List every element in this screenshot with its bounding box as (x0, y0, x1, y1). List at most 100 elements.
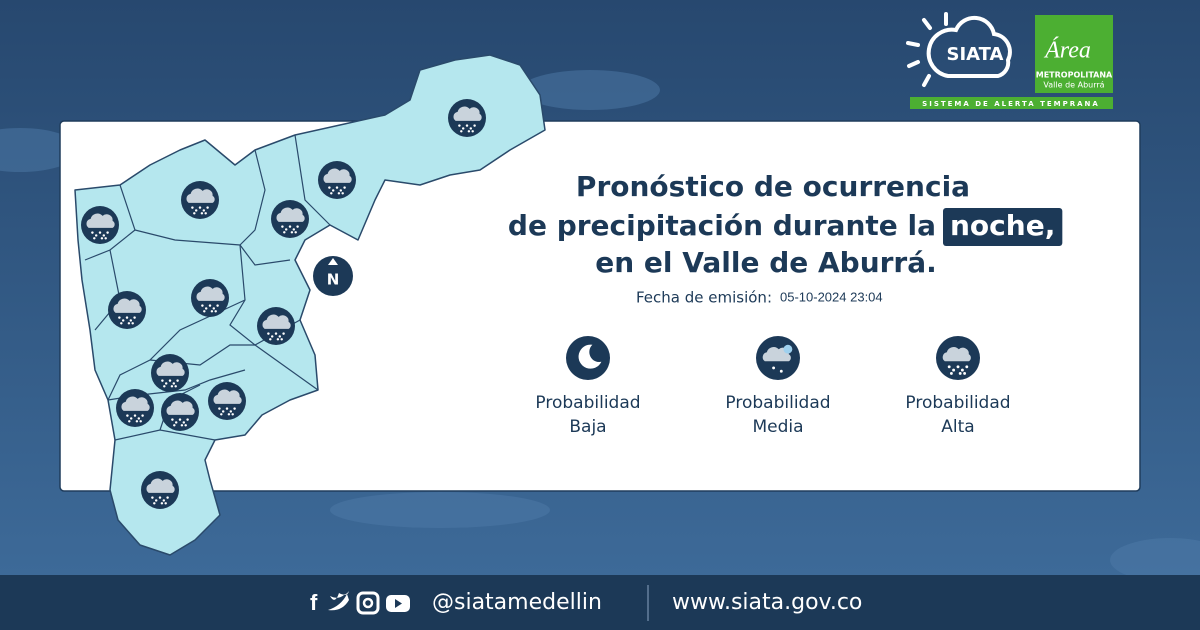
drop (471, 130, 474, 133)
drop (131, 322, 134, 325)
drop (121, 319, 125, 322)
title-highlight: noche, (950, 209, 1055, 242)
drop (343, 186, 346, 189)
drop (267, 332, 270, 335)
cloud (146, 478, 175, 493)
area-logo: Área (1043, 38, 1091, 64)
drop (292, 228, 296, 231)
drop (461, 127, 465, 130)
logo: SIATA Área METROPOLITANA Valle de Aburrá… (906, 12, 1113, 109)
drop (210, 310, 214, 313)
drop (330, 192, 333, 195)
legend: Probabilidad Baja Probabilidad Media Probabi… (535, 336, 1011, 437)
highlight-box (943, 208, 1063, 246)
drop (125, 316, 129, 319)
drop (164, 502, 167, 505)
cloud (156, 361, 185, 376)
drop (460, 130, 463, 133)
drop (335, 186, 339, 189)
drop (960, 368, 964, 372)
drop (201, 304, 204, 307)
drop (284, 228, 288, 231)
legend-label: Baja (569, 417, 606, 437)
cloud (453, 106, 482, 121)
drop (965, 365, 969, 369)
drop (168, 379, 172, 382)
cloud (213, 389, 242, 404)
drop (129, 417, 133, 420)
drop (208, 304, 212, 307)
legend-label: Media (752, 417, 803, 437)
drop (337, 192, 341, 195)
drop (172, 382, 176, 385)
cloud (166, 400, 195, 415)
drop (200, 212, 204, 215)
drop (127, 322, 131, 325)
drop (174, 385, 177, 388)
drop (118, 316, 121, 319)
moon-small (783, 344, 793, 354)
legend-label: Alta (941, 417, 974, 437)
drop (473, 124, 476, 127)
cloud (113, 298, 142, 313)
drop (282, 332, 285, 335)
drop (174, 421, 178, 424)
drop (91, 231, 94, 234)
legend-label: Probabilidad (535, 393, 640, 413)
drop (193, 212, 196, 215)
drop (214, 310, 217, 313)
drop (164, 382, 168, 385)
drop (102, 234, 106, 237)
drop (212, 307, 216, 310)
handle: @siatamedellin (432, 590, 602, 615)
drop (151, 496, 154, 499)
drop (154, 499, 158, 502)
drop (206, 206, 209, 209)
drop (135, 420, 139, 423)
drop (180, 424, 184, 427)
drop (202, 209, 206, 212)
drop (952, 368, 956, 372)
social-icons: f (310, 590, 410, 615)
legend-label: Probabilidad (905, 393, 1010, 413)
drop (956, 365, 960, 369)
drop (458, 124, 461, 127)
drop (93, 237, 96, 240)
cloud (86, 213, 115, 228)
title: Pronóstico de ocurrencia de precipitació… (508, 170, 1063, 279)
tagline: SISTEMA DE ALERTA TEMPRANA (922, 100, 1100, 108)
title-line: en el Valle de Aburrá. (595, 246, 937, 279)
valle-logo: Valle de Aburrá (1043, 81, 1104, 90)
drop (469, 127, 473, 130)
drop (98, 231, 102, 234)
drop (339, 189, 343, 192)
title-line: Pronóstico de ocurrencia (576, 170, 970, 203)
drop (129, 319, 133, 322)
drop (225, 407, 229, 410)
drop (170, 385, 174, 388)
url: www.siata.gov.co (672, 590, 862, 615)
drop (160, 502, 164, 505)
drop (171, 418, 174, 421)
cloud (262, 314, 291, 329)
drop (133, 316, 136, 319)
drop (958, 371, 962, 375)
drop (161, 379, 164, 382)
cloud (186, 188, 215, 203)
cloud (942, 346, 971, 362)
drop (221, 410, 225, 413)
siata-logo: SIATA (946, 44, 1003, 65)
drop (94, 234, 98, 237)
drop (779, 369, 783, 373)
drop (194, 209, 198, 212)
drop (331, 189, 335, 192)
drop (216, 304, 219, 307)
drop (294, 231, 297, 234)
drop (465, 124, 469, 127)
drop (137, 417, 141, 420)
drop (176, 379, 179, 382)
drop (276, 338, 280, 341)
drop (203, 310, 206, 313)
title-line: de precipitación durante la (508, 209, 936, 242)
issue-label: Fecha de emisión: (636, 289, 772, 307)
